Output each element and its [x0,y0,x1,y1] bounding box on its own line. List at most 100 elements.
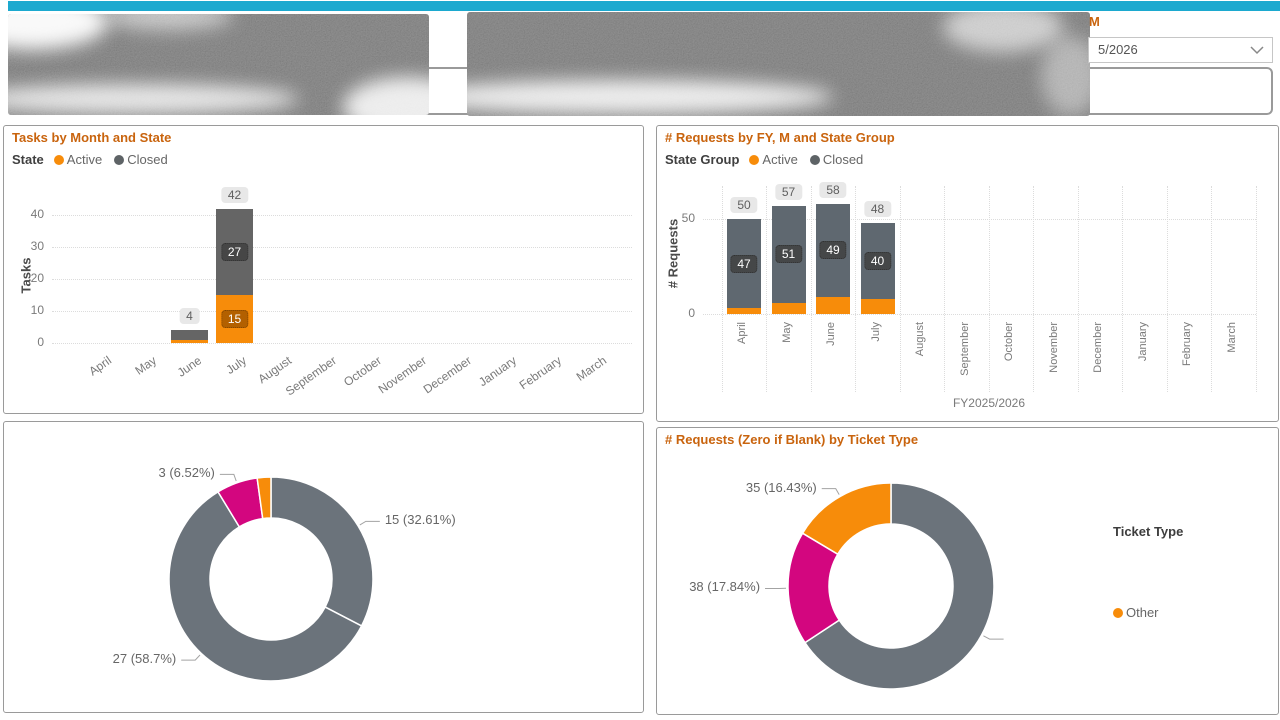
blur-streak [942,12,1063,52]
x-axis-group-label: FY2025/2026 [952,396,1026,410]
gridline [703,219,1256,220]
segment-data-label: 40 [863,251,892,270]
y-axis-title: Tasks [18,257,34,294]
x-axis-label: February [1181,322,1193,367]
label-leader-line [219,473,237,482]
gridline [52,247,632,248]
y-axis-tick: 20 [30,271,44,285]
tasks-bar-chart: 0 10 20 30 40 Tasks April May 4 June 15 27 42 July Aug… [4,126,643,413]
total-data-label: 48 [863,200,892,217]
bar-segment-active[interactable] [771,302,806,314]
x-axis-label: October [1003,322,1015,362]
y-axis-tick: 50 [681,211,695,225]
donut-data-label: 3 (6.52%) [158,465,215,481]
donut-data-label: 38 (17.84%) [689,579,761,595]
bar-segment-active[interactable] [171,339,208,343]
gridline [52,343,632,344]
legend-item[interactable]: Closed [809,152,863,167]
total-data-label: 4 [179,308,200,325]
category-separator [1211,186,1213,392]
bar-segment-closed[interactable] [171,330,208,340]
blur-streak [1041,36,1090,116]
legend: State Group Active Closed [665,152,875,167]
fy-slicer-title: M [1089,14,1100,29]
label-leader-line [821,488,840,495]
blur-streak [8,83,300,114]
legend-title: State [12,152,44,167]
chart-title: Tasks by Month and State [12,130,172,145]
category-separator [1122,186,1124,392]
chevron-down-icon [1250,46,1264,55]
legend-item[interactable]: Closed [114,152,168,167]
x-axis-label: March [1225,322,1238,353]
panel-tasks-by-month: Tasks by Month and State State Active Clos… [3,125,644,414]
x-axis-label: June [825,322,837,346]
legend-dot-icon [749,155,760,165]
top-accent-bar [8,1,1280,11]
bar-segment-active[interactable] [816,296,850,314]
donut-slice[interactable] [803,482,995,690]
legend-item[interactable]: Active [749,152,798,167]
category-separator [1077,186,1079,392]
total-data-label: 57 [774,183,803,200]
donut-chart-left: 15 (32.61%) 27 (58.7%) 3 (6.52%) [4,422,643,712]
donut-chart-right: 38 (17.84%) 35 (16.43%) [657,428,1278,714]
donut-data-label: 15 (32.61%) [384,512,456,528]
bar-segment-active[interactable] [860,298,895,314]
total-data-label: 42 [220,186,249,203]
x-axis-label: May [780,322,793,343]
category-separator [766,186,768,392]
segment-data-label: 49 [819,241,847,260]
x-axis-label: November [1047,322,1060,373]
category-separator [944,186,946,392]
legend-item[interactable]: Active [53,152,102,167]
segment-data-label: 15 [220,310,249,328]
segment-data-label: 27 [220,242,249,261]
legend-item-other[interactable]: Other [1113,605,1159,620]
panel-donut-left: 15 (32.61%) 27 (58.7%) 3 (6.52%) [3,421,644,713]
gridline [52,311,632,312]
x-axis-label: July [869,322,882,342]
legend-title: State Group [665,152,740,167]
label-leader-line [181,654,201,661]
ticket-type-legend-title: Ticket Type [1113,524,1184,539]
donut-slice[interactable] [168,490,363,682]
x-axis-label: December [1092,322,1104,373]
total-data-label: 58 [819,181,847,198]
panel-requests-by-fy: # Requests by FY, M and State Group Stat… [656,125,1279,422]
gridline [52,279,632,280]
chart-title: # Requests (Zero if Blank) by Ticket Typ… [665,432,919,447]
legend-dot-icon [809,155,820,165]
category-separator [899,186,901,392]
chart-title: # Requests by FY, M and State Group [665,130,895,145]
x-axis-label: September [958,322,971,376]
redacted-block [467,12,1090,116]
legend: State Active Closed [12,152,180,167]
category-separator [988,186,990,392]
fy-dropdown[interactable]: 5/2026 [1088,37,1273,63]
y-axis-title: # Requests [665,218,681,289]
blur-streak [467,80,833,115]
donut-data-label: 27 (58.7%) [112,651,177,667]
label-leader-line [359,520,380,526]
category-separator [1033,186,1035,392]
y-axis-tick: 10 [30,303,44,317]
donut-slice[interactable] [801,482,892,556]
gridline [703,314,1256,315]
x-axis-label: April [736,322,748,345]
segment-data-label: 47 [730,254,758,273]
bar-segment-active[interactable] [727,308,761,314]
y-axis-tick: 0 [37,335,44,349]
category-separator [1166,186,1168,392]
gridline [52,215,632,216]
legend-dot-icon [53,155,64,165]
donut-slice[interactable] [270,476,374,627]
redacted-block [8,14,429,115]
fy-dropdown-value: 5/2026 [1098,42,1138,57]
legend-dot-icon [114,155,125,165]
donut-data-label: 35 (16.43%) [745,479,817,495]
donut-slice[interactable] [256,476,272,520]
panel-requests-by-ticket-type: # Requests (Zero if Blank) by Ticket Typ… [656,427,1279,715]
x-axis-label: August [914,322,926,357]
